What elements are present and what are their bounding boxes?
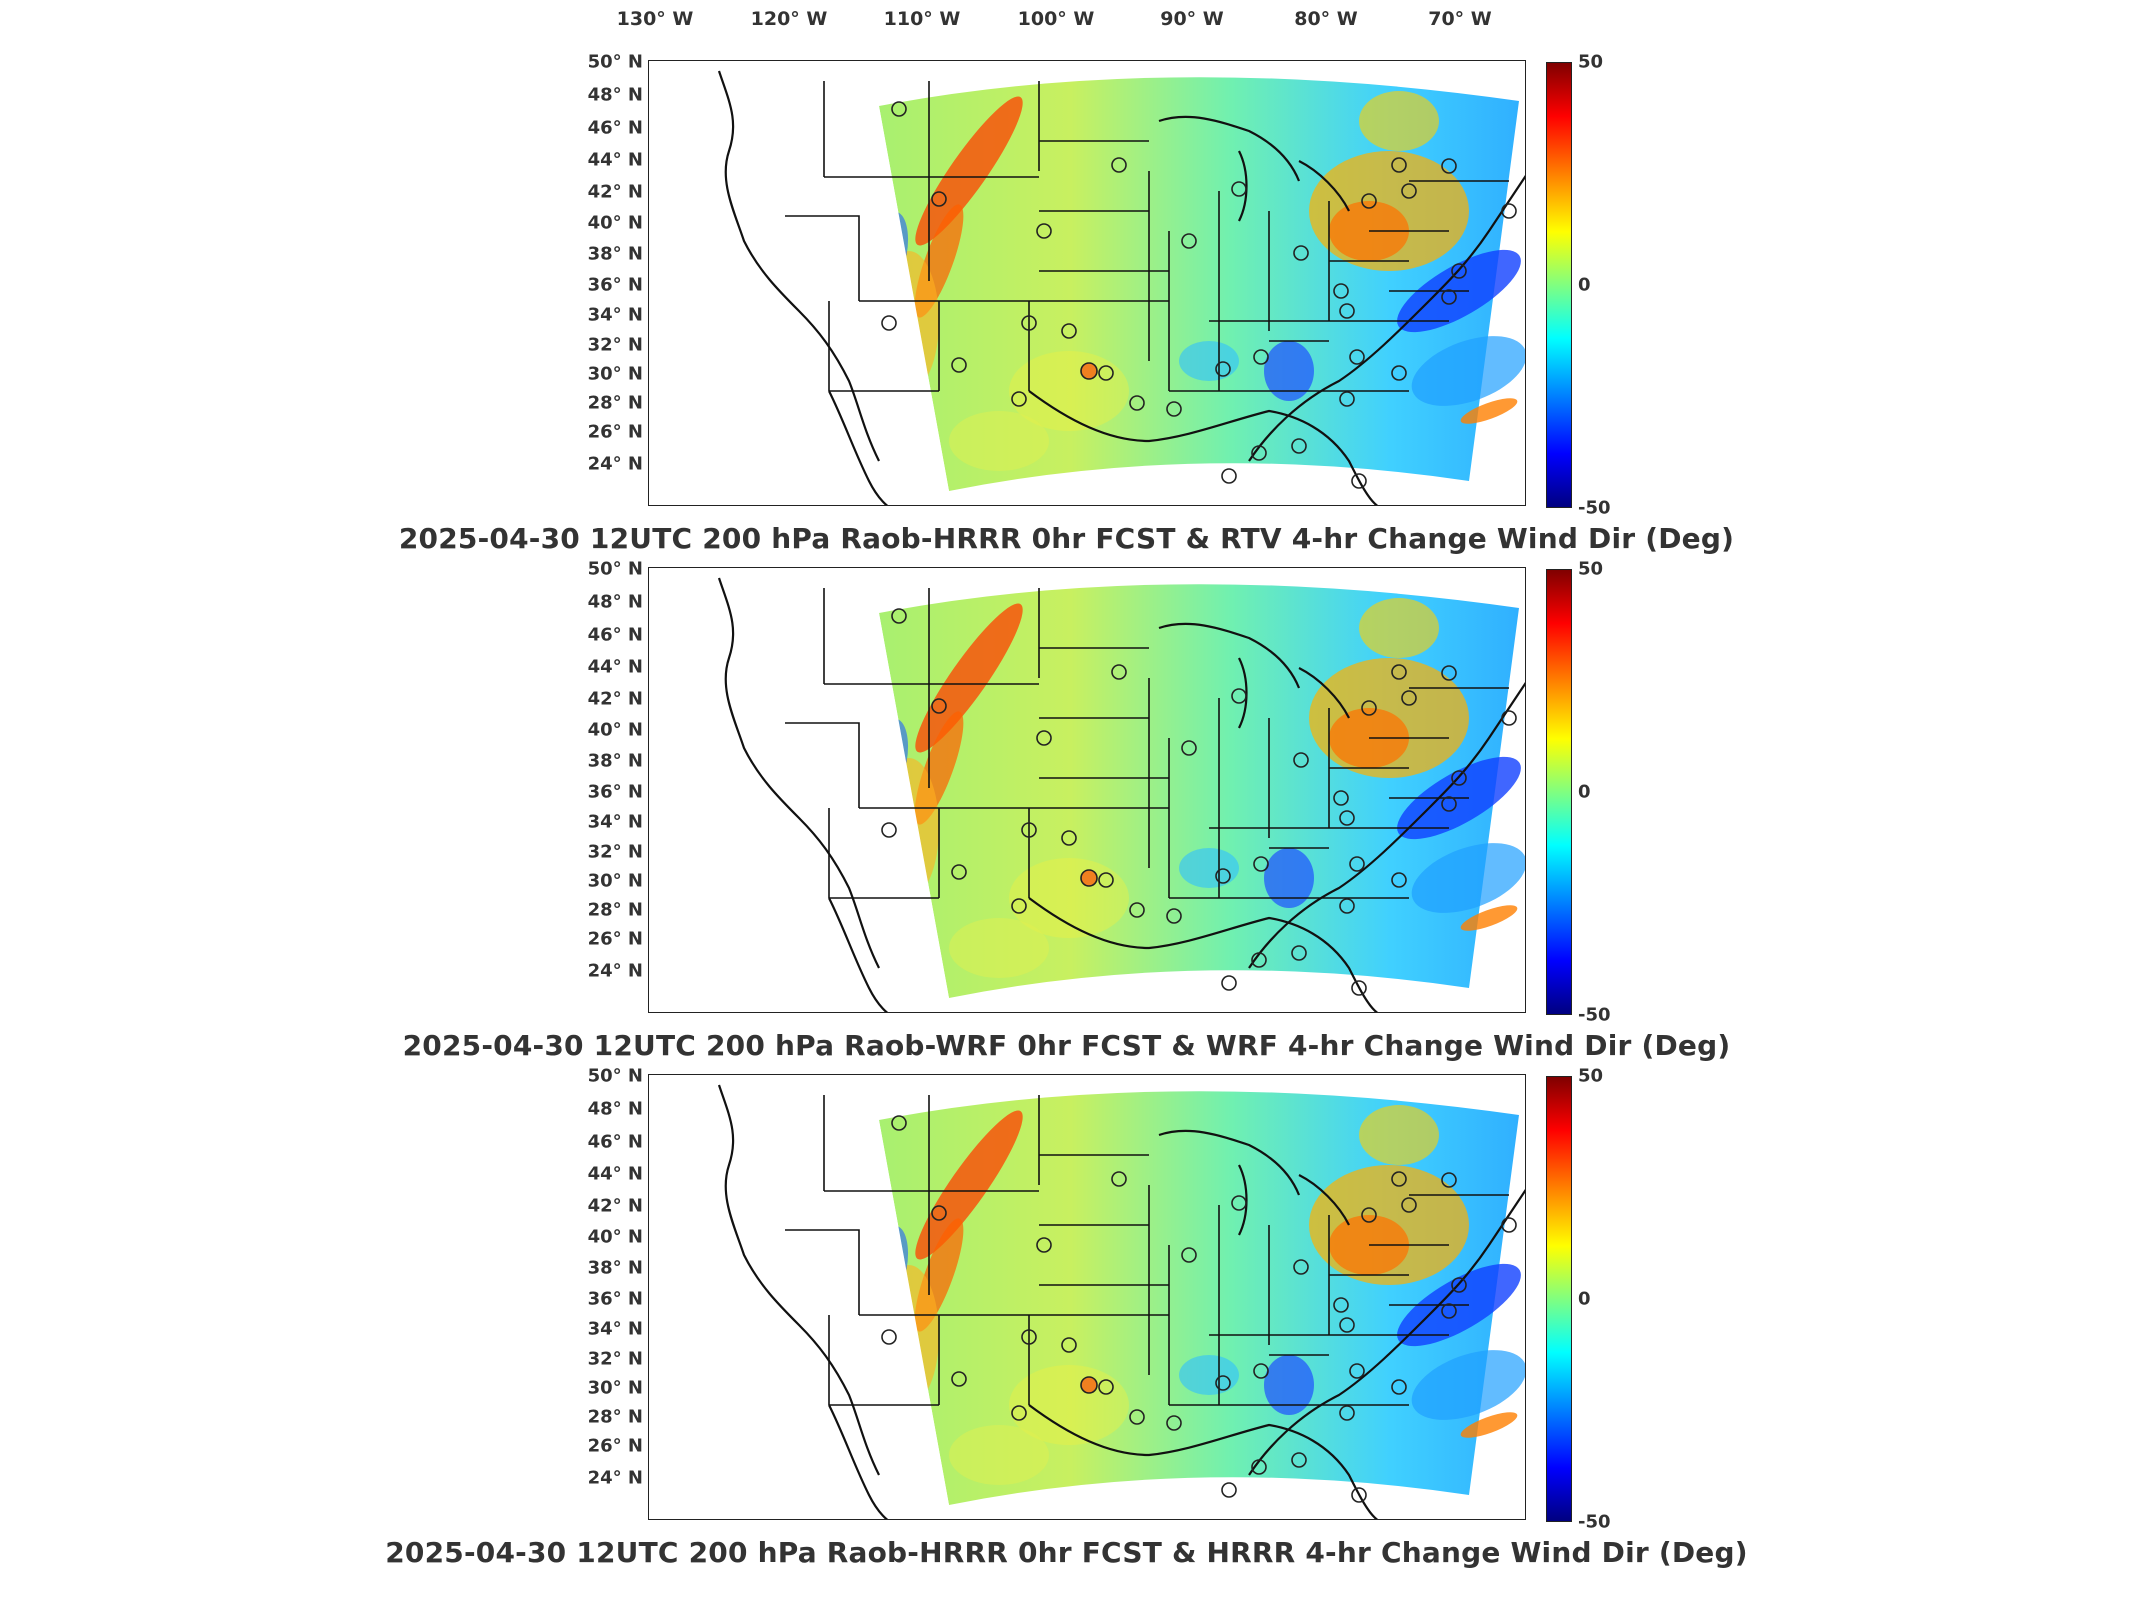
- colorbar-mid-label: 0: [1578, 1288, 1591, 1310]
- lat-label: 44° N: [587, 1163, 643, 1185]
- lat-label: 34° N: [587, 304, 643, 326]
- lat-label: 32° N: [587, 841, 643, 863]
- lat-label: 44° N: [587, 656, 643, 678]
- lon-label: 110° W: [883, 8, 961, 30]
- lat-label: 50° N: [587, 1065, 643, 1087]
- lat-label: 46° N: [587, 1131, 643, 1153]
- lat-label: 40° N: [587, 212, 643, 234]
- lat-label: 26° N: [587, 421, 643, 443]
- lon-label: 80° W: [1294, 8, 1358, 30]
- wind-direction-map: [649, 568, 1525, 1012]
- lat-label: 24° N: [587, 1467, 643, 1489]
- lat-label: 46° N: [587, 624, 643, 646]
- lat-label: 42° N: [587, 688, 643, 710]
- lat-label: 42° N: [587, 1195, 643, 1217]
- longitude-axis: 130° W 120° W 110° W 100° W 90° W 80° W …: [0, 0, 2133, 40]
- lat-label: 36° N: [587, 274, 643, 296]
- colorbar-mid-label: 0: [1578, 274, 1591, 296]
- lat-label: 34° N: [587, 1318, 643, 1340]
- wind-direction-map: [649, 61, 1525, 505]
- lat-label: 28° N: [587, 1406, 643, 1428]
- lat-label: 38° N: [587, 750, 643, 772]
- colorbar-max-label: 50: [1578, 1065, 1604, 1087]
- lat-label: 32° N: [587, 334, 643, 356]
- colorbar-max-label: 50: [1578, 558, 1604, 580]
- lat-label: 48° N: [587, 1098, 643, 1120]
- lat-label: 24° N: [587, 960, 643, 982]
- lon-label: 100° W: [1017, 8, 1095, 30]
- map-frame: [648, 1074, 1526, 1520]
- lat-label: 28° N: [587, 392, 643, 414]
- lat-label: 38° N: [587, 1257, 643, 1279]
- colorbar-mid-label: 0: [1578, 781, 1591, 803]
- lat-label: 48° N: [587, 84, 643, 106]
- lat-label: 32° N: [587, 1348, 643, 1370]
- lat-label: 46° N: [587, 117, 643, 139]
- colorbar: [1546, 569, 1572, 1015]
- lat-label: 30° N: [587, 363, 643, 385]
- lat-label: 28° N: [587, 899, 643, 921]
- lat-label: 50° N: [587, 51, 643, 73]
- map-panel-3: 50° N 48° N 46° N 44° N 42° N 40° N 38° N 36° N…: [0, 1066, 2133, 1573]
- lat-label: 42° N: [587, 181, 643, 203]
- lat-label: 44° N: [587, 149, 643, 171]
- lat-label: 36° N: [587, 1288, 643, 1310]
- lat-label: 36° N: [587, 781, 643, 803]
- colorbar-min-label: -50: [1578, 1511, 1611, 1533]
- map-panel-1: 50° N 48° N 46° N 44° N 42° N 40° N 38° N 36° N…: [0, 52, 2133, 559]
- lat-label: 48° N: [587, 591, 643, 613]
- wind-direction-map: [649, 1075, 1525, 1519]
- lon-label: 120° W: [750, 8, 828, 30]
- lat-label: 40° N: [587, 719, 643, 741]
- lat-label: 30° N: [587, 1377, 643, 1399]
- lat-label: 26° N: [587, 928, 643, 950]
- lat-label: 34° N: [587, 811, 643, 833]
- lat-label: 30° N: [587, 870, 643, 892]
- lon-label: 70° W: [1428, 8, 1492, 30]
- lat-label: 26° N: [587, 1435, 643, 1457]
- panel-title: 2025-04-30 12UTC 200 hPa Raob-HRRR 0hr F…: [385, 1536, 1748, 1569]
- map-frame: [648, 60, 1526, 506]
- colorbar-max-label: 50: [1578, 51, 1604, 73]
- lon-label: 130° W: [616, 8, 694, 30]
- colorbar: [1546, 62, 1572, 508]
- lat-label: 50° N: [587, 558, 643, 580]
- panel-title: 2025-04-30 12UTC 200 hPa Raob-WRF 0hr FC…: [402, 1029, 1731, 1062]
- map-panel-2: 50° N 48° N 46° N 44° N 42° N 40° N 38° N 36° N…: [0, 559, 2133, 1066]
- lat-label: 40° N: [587, 1226, 643, 1248]
- colorbar: [1546, 1076, 1572, 1522]
- lat-label: 24° N: [587, 453, 643, 475]
- colorbar-min-label: -50: [1578, 497, 1611, 519]
- lon-label: 90° W: [1160, 8, 1224, 30]
- lat-label: 38° N: [587, 243, 643, 265]
- colorbar-min-label: -50: [1578, 1004, 1611, 1026]
- map-frame: [648, 567, 1526, 1013]
- panel-title: 2025-04-30 12UTC 200 hPa Raob-HRRR 0hr F…: [398, 522, 1735, 555]
